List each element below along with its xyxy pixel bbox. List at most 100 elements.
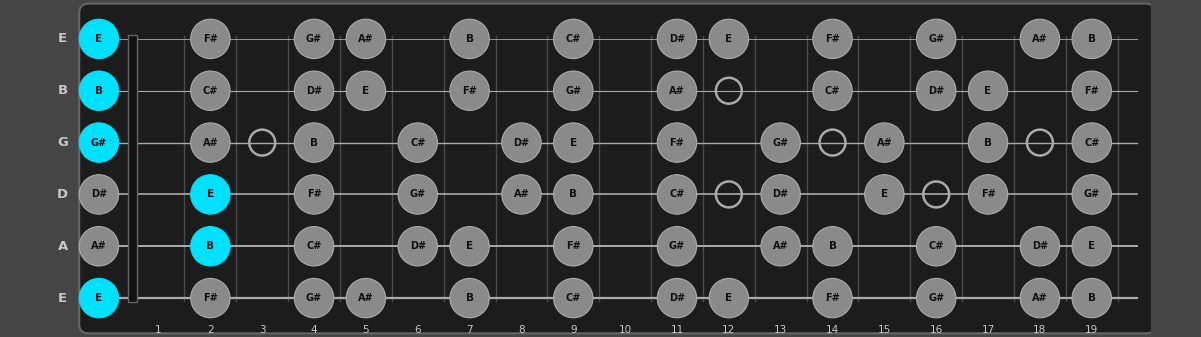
- FancyBboxPatch shape: [79, 4, 1155, 333]
- Text: A#: A#: [773, 241, 789, 251]
- Circle shape: [346, 71, 386, 111]
- Circle shape: [968, 123, 1008, 162]
- Circle shape: [1020, 226, 1059, 266]
- Text: 4: 4: [311, 325, 317, 335]
- Text: 13: 13: [773, 325, 788, 335]
- Circle shape: [554, 19, 593, 59]
- Text: A#: A#: [1032, 34, 1047, 44]
- Text: F#: F#: [306, 189, 322, 200]
- Text: A#: A#: [203, 137, 219, 148]
- Text: E: E: [725, 34, 733, 44]
- Circle shape: [79, 278, 119, 318]
- Circle shape: [398, 123, 437, 162]
- Text: A#: A#: [514, 189, 530, 200]
- Circle shape: [191, 226, 231, 266]
- Circle shape: [450, 19, 489, 59]
- Text: A#: A#: [91, 241, 107, 251]
- Text: D#: D#: [306, 86, 322, 96]
- Text: C#: C#: [203, 86, 219, 96]
- Text: 2: 2: [207, 325, 214, 335]
- Circle shape: [657, 175, 697, 214]
- Circle shape: [1020, 278, 1059, 318]
- Text: B: B: [58, 84, 67, 97]
- Text: E: E: [95, 293, 102, 303]
- Circle shape: [294, 19, 334, 59]
- Text: D#: D#: [669, 34, 685, 44]
- Text: 1: 1: [155, 325, 162, 335]
- Text: A#: A#: [669, 86, 685, 96]
- Text: F#: F#: [825, 34, 839, 44]
- Text: B: B: [984, 137, 992, 148]
- Text: D: D: [56, 188, 68, 201]
- Text: C#: C#: [825, 86, 841, 96]
- Text: G: G: [58, 136, 68, 149]
- Text: A#: A#: [358, 34, 374, 44]
- Text: G#: G#: [566, 86, 581, 96]
- Circle shape: [709, 278, 748, 318]
- Text: 15: 15: [878, 325, 891, 335]
- Circle shape: [554, 175, 593, 214]
- Circle shape: [502, 123, 542, 162]
- Text: B: B: [1088, 293, 1095, 303]
- Text: 5: 5: [363, 325, 369, 335]
- Circle shape: [554, 123, 593, 162]
- Circle shape: [79, 175, 119, 214]
- Text: E: E: [95, 34, 102, 44]
- Text: B: B: [829, 241, 837, 251]
- Circle shape: [968, 71, 1008, 111]
- Circle shape: [813, 71, 853, 111]
- Circle shape: [294, 123, 334, 162]
- Circle shape: [1072, 71, 1111, 111]
- Text: D#: D#: [1032, 241, 1048, 251]
- Text: 11: 11: [670, 325, 683, 335]
- Circle shape: [79, 19, 119, 59]
- Text: F#: F#: [566, 241, 580, 251]
- Text: E: E: [58, 32, 67, 45]
- Text: 19: 19: [1086, 325, 1099, 335]
- Circle shape: [1020, 19, 1059, 59]
- Bar: [129, 35, 137, 302]
- Text: 8: 8: [518, 325, 525, 335]
- Text: 9: 9: [570, 325, 576, 335]
- Text: D#: D#: [91, 189, 107, 200]
- Text: F#: F#: [462, 86, 477, 96]
- Text: D#: D#: [669, 293, 685, 303]
- Text: 17: 17: [981, 325, 994, 335]
- Text: 12: 12: [722, 325, 735, 335]
- Text: 18: 18: [1033, 325, 1046, 335]
- Circle shape: [191, 19, 231, 59]
- Text: 7: 7: [466, 325, 473, 335]
- Text: G#: G#: [928, 293, 944, 303]
- Text: 10: 10: [619, 325, 632, 335]
- Text: D#: D#: [513, 137, 530, 148]
- Circle shape: [916, 226, 956, 266]
- Text: 6: 6: [414, 325, 422, 335]
- Circle shape: [657, 226, 697, 266]
- Circle shape: [502, 175, 542, 214]
- Text: G#: G#: [410, 189, 426, 200]
- Circle shape: [865, 175, 904, 214]
- Text: G#: G#: [306, 34, 322, 44]
- Circle shape: [761, 123, 800, 162]
- Circle shape: [398, 226, 437, 266]
- Circle shape: [916, 278, 956, 318]
- Circle shape: [79, 226, 119, 266]
- Circle shape: [813, 226, 853, 266]
- Circle shape: [761, 175, 800, 214]
- Text: B: B: [207, 241, 214, 251]
- Text: C#: C#: [566, 34, 581, 44]
- Circle shape: [79, 71, 119, 111]
- Text: E: E: [725, 293, 733, 303]
- Text: G#: G#: [91, 137, 107, 148]
- Circle shape: [294, 278, 334, 318]
- Text: B: B: [466, 34, 473, 44]
- Text: A#: A#: [877, 137, 892, 148]
- Circle shape: [79, 123, 119, 162]
- Circle shape: [398, 175, 437, 214]
- Text: F#: F#: [1085, 86, 1099, 96]
- Circle shape: [1072, 226, 1111, 266]
- Circle shape: [1072, 278, 1111, 318]
- Text: A#: A#: [358, 293, 374, 303]
- Text: C#: C#: [566, 293, 581, 303]
- Circle shape: [294, 71, 334, 111]
